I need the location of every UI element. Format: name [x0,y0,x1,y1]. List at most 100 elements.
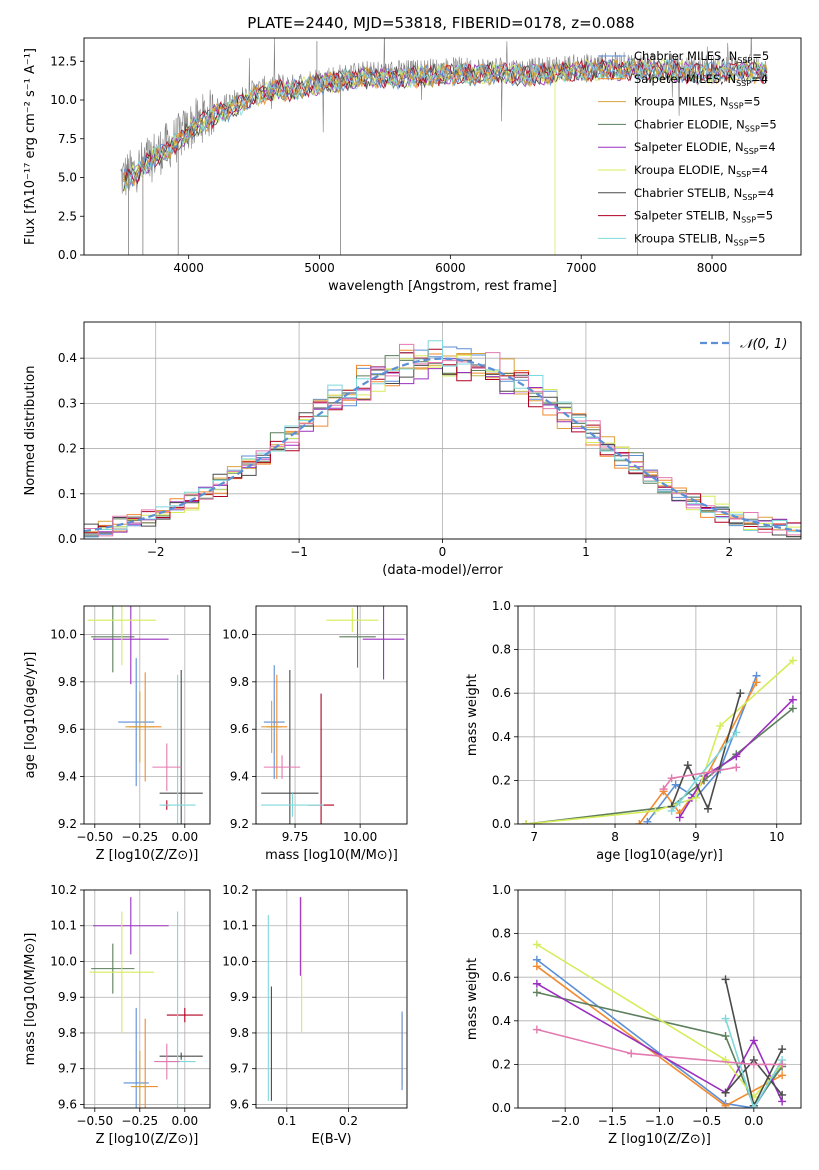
plot-area-spectrum [120,38,768,255]
legend-entry: Chabrier ELODIE, NSSP=5 [634,117,777,133]
y-tick-label: 0.6 [492,686,511,700]
error-cross [93,606,169,685]
weight-marker [522,820,531,824]
x-tick-label: −0.25 [121,1114,158,1128]
y-axis-label: mass weight [465,958,480,1040]
weight-marker [667,806,676,815]
legend-entry: Salpeter MILES, NSSP=4 [634,72,768,88]
legend-entry: Chabrier STELIB, NSSP=4 [634,186,774,202]
error-cross [87,606,156,666]
x-tick-label: 6000 [435,261,466,275]
axes-frame [83,605,211,825]
error-cross [89,911,155,1033]
panel-mass_vs_Z: −0.50 −0.25 0.00 9.6 9.7 9.8 9.9 10.0 10.1 10.2 Z … [23,883,211,1147]
y-tick-label: 9.4 [58,770,77,784]
weight-marker [532,1025,541,1034]
weight-marker [532,962,541,971]
axes-frame [83,889,211,1109]
plot-area-weight_vs_Z [532,940,787,1108]
y-tick-label: 0.0 [492,1101,511,1115]
error-cross [118,658,155,787]
ticks-age_vs_Z: −0.50 −0.25 0.00 9.2 9.4 9.6 9.8 10.0 [50,627,198,844]
y-tick-label: 9.8 [58,675,77,689]
weight-line [536,983,783,1102]
weight-marker [732,728,741,737]
y-tick-label: 10.1 [50,919,77,933]
error-cross [263,665,285,779]
x-tick-label: −2.0 [551,1114,580,1128]
error-cross [339,606,376,668]
y-tick-label: 9.2 [230,817,249,831]
y-tick-label: 10.0 [50,954,77,968]
weight-marker [532,979,541,988]
y-axis-label: Flux [fλ10⁻¹⁷ erg cm⁻² s⁻¹ A⁻¹] [23,48,38,245]
y-axis-label: age [log10(age/yr)] [23,652,38,779]
weight-marker [708,767,717,776]
x-axis-label: E(B-V) [311,1132,351,1147]
axes-frame [83,321,802,540]
x-tick-label: −1.0 [645,1114,674,1128]
panel-residuals: −2 −1 0 1 2 0.0 0.1 0.2 0.3 0.4 (data-model)/error… [23,321,802,578]
error-cross [362,606,405,680]
y-tick-label: 5.0 [58,171,77,185]
weight-marker [532,988,541,997]
x-axis-label: Z [log10(Z/Z⊙)] [96,848,199,863]
error-cross [261,793,324,817]
x-tick-label: 8000 [697,261,728,275]
error-cross [91,943,135,994]
grid-weight_vs_Z [518,889,801,1109]
error-cross [159,674,196,824]
y-tick-label: 0.0 [58,532,77,546]
error-cross [326,608,379,633]
y-tick-label: 0.8 [492,643,511,657]
x-tick-label: 1 [582,545,590,559]
weight-marker [691,793,700,802]
weight-marker [635,820,644,824]
weight-marker [675,813,684,822]
y-tick-label: 0.4 [492,730,511,744]
y-tick-label: 0.4 [58,351,77,365]
x-tick-label: 7000 [566,261,597,275]
x-tick-label: −2 [147,545,165,559]
x-axis-label: (data-model)/error [382,563,503,578]
figure-title: PLATE=2440, MJD=53818, FIBERID=0178, z=0… [247,14,634,32]
x-axis-label: Z [log10(Z/Z⊙)] [608,1132,711,1147]
y-tick-label: 9.7 [230,1062,249,1076]
error-cross [263,755,301,779]
weight-marker [627,1049,636,1058]
weight-marker [721,1056,730,1065]
y-tick-label: 1.0 [492,883,511,897]
x-tick-label: −0.25 [121,830,158,844]
weight-marker [721,1014,730,1023]
panel-age_vs_mass: 9.75 10.00 9.2 9.4 9.6 9.8 10.0 mass [log10(M/M… [222,605,408,863]
y-tick-label: 10.1 [222,919,249,933]
weight-marker [716,721,725,730]
legend-entry: Salpeter STELIB, NSSP=5 [634,209,773,225]
plot-area-residuals [84,340,801,538]
ticks-mass_vs_Z: −0.50 −0.25 0.00 9.6 9.7 9.8 9.9 10.0 10.1 10.2 [50,883,198,1128]
x-axis-label: Z [log10(Z/Z⊙)] [96,1132,199,1147]
weight-line [724,1018,783,1108]
weight-marker [788,695,797,704]
y-tick-label: 9.9 [58,990,77,1004]
weight-marker [683,761,692,770]
x-tick-label: −1 [290,545,308,559]
ticks-mass_vs_EBV: 0.1 0.2 9.6 9.7 9.8 9.9 10.0 10.1 10.2 [222,883,358,1128]
y-tick-label: 10.0 [50,627,77,641]
y-tick-label: 0.6 [492,970,511,984]
weight-marker [643,817,652,824]
x-tick-label: 5000 [304,261,335,275]
error-cross [152,743,182,791]
weight-marker [778,1045,787,1054]
weight-marker [721,1032,730,1041]
x-tick-label: −0.50 [76,830,113,844]
weight-marker [704,804,713,813]
y-tick-label: 10.2 [50,883,77,897]
weight-line [536,1028,783,1066]
grid-weight_vs_age [518,605,801,825]
weight-marker [788,704,797,713]
y-tick-label: 9.2 [58,817,77,831]
y-tick-label: 9.4 [230,770,249,784]
x-tick-label: 0.0 [744,1114,763,1128]
